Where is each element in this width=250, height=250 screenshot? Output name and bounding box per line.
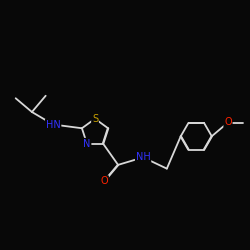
Text: HN: HN: [46, 120, 60, 130]
Text: N: N: [83, 138, 90, 148]
Text: S: S: [92, 114, 98, 124]
Text: O: O: [224, 118, 232, 128]
Text: NH: NH: [136, 152, 150, 162]
Text: O: O: [100, 176, 108, 186]
